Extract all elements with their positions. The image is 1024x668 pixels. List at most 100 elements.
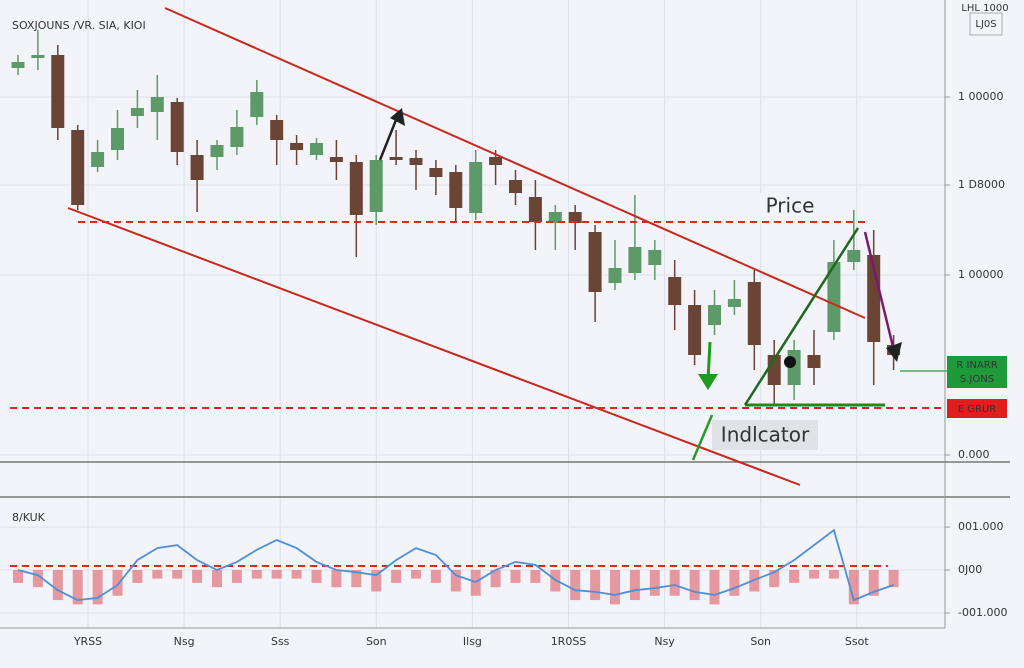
histogram-bar: [92, 570, 103, 605]
candle-body: [11, 62, 25, 68]
y-tick-label: 1 00000: [958, 268, 1004, 281]
candle-body: [528, 197, 542, 222]
histogram-bar: [13, 570, 23, 583]
histogram-bar: [888, 570, 899, 588]
y-tick-label: 0.000: [958, 448, 990, 461]
candle-body: [409, 158, 423, 165]
level-label: S.JONS: [960, 374, 994, 385]
indicator-line: [17, 528, 894, 602]
header-info: LJ0S: [975, 19, 996, 30]
candle-body: [588, 232, 602, 292]
histogram-bar: [590, 570, 601, 601]
histogram-bar: [391, 570, 402, 583]
histogram-bar: [291, 570, 302, 579]
trend-line: [67, 207, 801, 486]
candle-body: [727, 299, 741, 307]
histogram-bar: [311, 570, 322, 583]
candle-body: [150, 97, 164, 112]
histogram-bar: [848, 570, 859, 605]
histogram-bar: [192, 570, 203, 583]
candle-body: [130, 108, 144, 116]
header-box: [969, 12, 1003, 36]
candle-body: [170, 102, 184, 152]
annotation: Indlcator: [721, 423, 810, 447]
x-tick-label: Ssot: [845, 635, 869, 648]
histogram-bar: [371, 570, 382, 592]
histogram-bar: [510, 570, 521, 583]
rise-line: [743, 227, 860, 406]
arrow-head: [390, 108, 405, 126]
candle-body: [548, 212, 562, 223]
histogram-bar: [868, 570, 879, 596]
histogram-bar: [72, 570, 83, 605]
histogram-bar: [689, 570, 700, 601]
histogram-bar: [809, 570, 819, 579]
label-bg: [712, 420, 818, 450]
y-tick-label: 1 00000: [958, 90, 1004, 103]
candle-body: [210, 145, 224, 157]
candle-body: [329, 157, 343, 162]
candle-body: [628, 247, 642, 273]
histogram-bar: [132, 570, 143, 583]
candle-body: [389, 157, 403, 160]
histogram-bar: [430, 570, 441, 583]
y-tick-label: -001.000: [958, 606, 1007, 619]
candle-body: [648, 250, 662, 265]
candle-body: [469, 162, 483, 213]
indicator-name: 8/KUK: [12, 511, 46, 524]
arrow-head: [886, 342, 902, 362]
level-label: E GRUR: [958, 404, 997, 415]
candle-body: [290, 143, 304, 150]
histogram-bar: [351, 570, 362, 588]
candle-body: [847, 250, 861, 262]
histogram-bar: [331, 570, 342, 588]
histogram-bar: [729, 570, 740, 596]
level-label: R INARR: [956, 360, 997, 371]
x-tick-label: Ilsg: [463, 635, 482, 648]
x-tick-label: Nsy: [654, 635, 675, 648]
annotation: Price: [766, 194, 815, 218]
level-badge: [947, 399, 1007, 418]
histogram-bar: [610, 570, 620, 605]
histogram-bar: [490, 570, 501, 588]
y-tick-label: 1 D8000: [958, 178, 1005, 191]
histogram-bar: [570, 570, 581, 601]
candle-body: [190, 155, 204, 180]
y-tick-label: 001.000: [958, 520, 1004, 533]
candle-body: [369, 160, 383, 212]
rise-line: [691, 414, 714, 461]
histogram-bar: [649, 570, 660, 596]
histogram-bar: [709, 570, 720, 605]
histogram-bar: [172, 570, 183, 579]
histogram-bar: [231, 570, 242, 583]
histogram-bar: [629, 570, 640, 601]
histogram-bar: [530, 570, 541, 583]
arrow: [378, 114, 400, 161]
histogram-bar: [32, 570, 43, 588]
candle-body: [91, 152, 105, 167]
y-tick-label: 0J00: [958, 563, 982, 576]
histogram-bar: [52, 570, 63, 601]
candle-body: [688, 305, 702, 355]
candle-body: [747, 282, 761, 345]
candle-body: [489, 157, 503, 165]
arrow: [706, 341, 712, 381]
candle-body: [250, 92, 264, 117]
candles: [11, 30, 901, 405]
histogram-bar: [212, 570, 222, 588]
histogram-bar: [450, 570, 461, 592]
header-info: LHL 1000: [961, 3, 1008, 14]
candle-body: [230, 127, 244, 147]
histogram-bar: [789, 570, 800, 583]
candle-body: [310, 143, 323, 155]
candle-body: [827, 262, 841, 332]
x-tick-label: Nsg: [174, 635, 195, 648]
candle-body: [449, 172, 463, 208]
candle-body: [608, 268, 622, 283]
candle-body: [31, 55, 45, 58]
histogram-bar: [251, 570, 262, 579]
histogram-bar: [112, 570, 123, 596]
candle-body: [71, 130, 85, 205]
